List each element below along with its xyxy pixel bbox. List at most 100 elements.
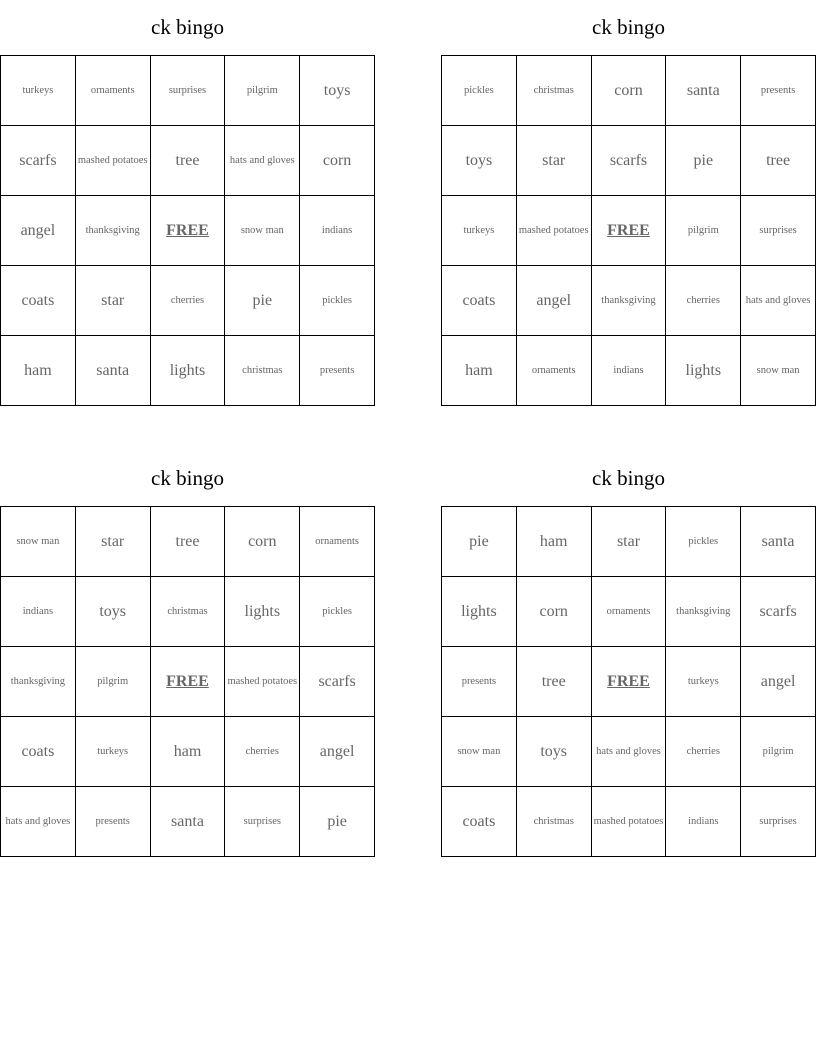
- bingo-cell: pickles: [441, 55, 517, 126]
- bingo-cell: thanksgiving: [74, 195, 151, 266]
- bingo-cell: santa: [740, 506, 816, 577]
- bingo-cell: surprises: [740, 786, 816, 857]
- bingo-cell: lights: [224, 576, 301, 647]
- grid-row: turkeys mashed potatoes FREE pilgrim surpris…: [441, 195, 816, 266]
- bingo-cell: lights: [149, 335, 226, 406]
- bingo-cell: mashed potatoes: [74, 125, 151, 196]
- bingo-cell: lights: [441, 576, 517, 647]
- bingo-cell: ham: [149, 716, 226, 787]
- bingo-cell: turkeys: [74, 716, 151, 787]
- bingo-cell: corn: [224, 506, 301, 577]
- bingo-grid: pickles christmas corn santa presents toys sta…: [441, 55, 816, 406]
- grid-row: hats and gloves presents santa surprises pie: [0, 786, 375, 857]
- grid-row: ham ornaments indians lights snow man: [441, 335, 816, 406]
- card-title: ck bingo: [151, 466, 224, 490]
- grid-row: coats angel thanksgiving cherries hats and g…: [441, 265, 816, 336]
- bingo-cell: toys: [74, 576, 151, 647]
- bingo-cell: scarfs: [740, 576, 816, 647]
- bingo-cell: pilgrim: [665, 195, 742, 266]
- bingo-cell: christmas: [149, 576, 226, 647]
- bingo-cell: christmas: [515, 55, 592, 126]
- bingo-cell: mashed potatoes: [515, 195, 592, 266]
- bingo-cell: indians: [590, 335, 667, 406]
- bingo-cell: cherries: [665, 716, 742, 787]
- grid-row: coats christmas mashed potatoes indians surp…: [441, 786, 816, 857]
- bingo-cell: presents: [740, 55, 816, 126]
- bingo-cell: indians: [0, 576, 76, 647]
- bingo-cell: presents: [441, 646, 517, 717]
- bingo-cell: star: [74, 506, 151, 577]
- bingo-cell: toys: [299, 55, 375, 126]
- bingo-cell: pie: [224, 265, 301, 336]
- bingo-cell: angel: [0, 195, 76, 266]
- grid-row: snow man star tree corn ornaments: [0, 506, 375, 577]
- grid-row: scarfs mashed potatoes tree hats and gloves…: [0, 125, 375, 196]
- bingo-cell: star: [74, 265, 151, 336]
- bingo-cell: corn: [515, 576, 592, 647]
- bingo-cell: scarfs: [590, 125, 667, 196]
- free-space: FREE: [590, 646, 667, 717]
- bingo-cell: pie: [441, 506, 517, 577]
- bingo-cell: presents: [74, 786, 151, 857]
- bingo-cell: hats and gloves: [590, 716, 667, 787]
- bingo-cell: star: [590, 506, 667, 577]
- free-space: FREE: [590, 195, 667, 266]
- bingo-cell: thanksgiving: [590, 265, 667, 336]
- bingo-cell: tree: [515, 646, 592, 717]
- bingo-cell: scarfs: [0, 125, 76, 196]
- grid-row: pickles christmas corn santa presents: [441, 55, 816, 126]
- bingo-cell: star: [515, 125, 592, 196]
- bingo-cell: surprises: [740, 195, 816, 266]
- grid-row: toys star scarfs pie tree: [441, 125, 816, 196]
- grid-row: turkeys ornaments surprises pilgrim toys: [0, 55, 375, 126]
- grid-row: presents tree FREE turkeys angel: [441, 646, 816, 717]
- grid-row: ham santa lights christmas presents: [0, 335, 375, 406]
- bingo-cell: hats and gloves: [740, 265, 816, 336]
- bingo-cell: indians: [299, 195, 375, 266]
- bingo-cell: ornaments: [590, 576, 667, 647]
- bingo-card-1: ck bingo turkeys ornaments surprises pilgri…: [0, 0, 375, 406]
- card-title: ck bingo: [151, 15, 224, 39]
- bingo-cell: ham: [515, 506, 592, 577]
- bingo-cell: snow man: [740, 335, 816, 406]
- bingo-cell: ornaments: [515, 335, 592, 406]
- bingo-cell: corn: [299, 125, 375, 196]
- bingo-grid: turkeys ornaments surprises pilgrim toys scar…: [0, 55, 375, 406]
- bingo-cell: mashed potatoes: [224, 646, 301, 717]
- bingo-cell: surprises: [224, 786, 301, 857]
- bingo-cell: pickles: [299, 576, 375, 647]
- bingo-card-4: ck bingo pie ham star pickles santa lights cor…: [441, 451, 816, 857]
- bingo-cell: thanksgiving: [0, 646, 76, 717]
- bingo-cell: snow man: [0, 506, 76, 577]
- bingo-cell: coats: [441, 786, 517, 857]
- bingo-cell: toys: [515, 716, 592, 787]
- grid-row: indians toys christmas lights pickles: [0, 576, 375, 647]
- bingo-cell: santa: [74, 335, 151, 406]
- bingo-cell: ham: [441, 335, 517, 406]
- bingo-cell: angel: [515, 265, 592, 336]
- bingo-cell: ornaments: [74, 55, 151, 126]
- free-space: FREE: [149, 646, 226, 717]
- card-title: ck bingo: [592, 466, 665, 490]
- bingo-cell: mashed potatoes: [590, 786, 667, 857]
- bingo-cell: turkeys: [441, 195, 517, 266]
- bingo-cell: christmas: [515, 786, 592, 857]
- bingo-cell: thanksgiving: [665, 576, 742, 647]
- bingo-card-3: ck bingo snow man star tree corn ornaments in…: [0, 451, 375, 857]
- bingo-cell: pickles: [665, 506, 742, 577]
- bingo-cell: scarfs: [299, 646, 375, 717]
- bingo-cell: pie: [665, 125, 742, 196]
- bingo-cell: indians: [665, 786, 742, 857]
- bingo-grid: snow man star tree corn ornaments indians toys…: [0, 506, 375, 857]
- bingo-cell: tree: [149, 125, 226, 196]
- grid-row: snow man toys hats and gloves cherries pilgr…: [441, 716, 816, 787]
- bingo-cell: presents: [299, 335, 375, 406]
- bingo-cell: cherries: [224, 716, 301, 787]
- bingo-cell: hats and gloves: [0, 786, 76, 857]
- bingo-card-2: ck bingo pickles christmas corn santa presen…: [441, 0, 816, 406]
- bingo-cell: surprises: [149, 55, 226, 126]
- bingo-cell: santa: [149, 786, 226, 857]
- grid-row: lights corn ornaments thanksgiving scarfs: [441, 576, 816, 647]
- bingo-cell: ornaments: [299, 506, 375, 577]
- bingo-cell: pickles: [299, 265, 375, 336]
